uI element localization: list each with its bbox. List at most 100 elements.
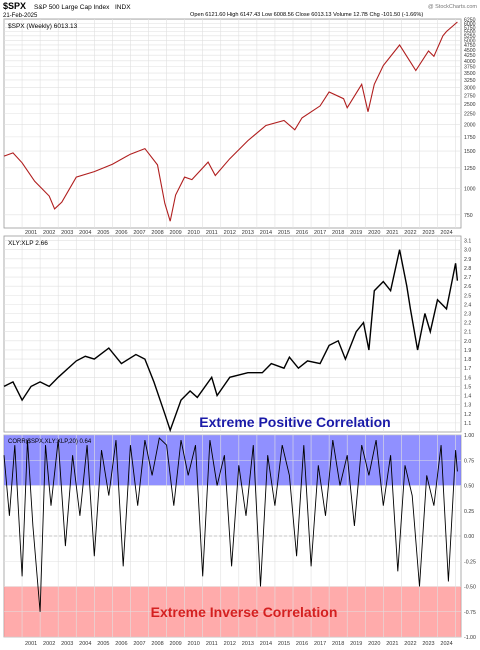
y-tick-label: 5750 [464,25,476,31]
y-tick-label: 4000 [464,59,476,65]
y-tick-label: 2500 [464,102,476,108]
x-tick-label: 2011 [206,230,218,236]
price-grid [4,19,461,228]
y-tick-label: 2.4 [464,302,471,308]
x-tick-label: 2007 [133,230,145,236]
y-tick-label: 1.9 [464,348,471,354]
y-tick-label: 2.7 [464,275,471,281]
y-tick-label: 1250 [464,166,476,172]
x-tick-label: 2022 [404,230,416,236]
correlation-line [3,437,458,612]
y-tick-label: 3.1 [464,239,471,245]
x-tick-label: 2015 [278,641,290,647]
x-tick-label: 2018 [332,230,344,236]
symbol-title: $SPX [3,1,26,11]
y-tick-label: 2.5 [464,293,471,299]
ratio-y-ticks: 1.1 1.2 1.3 1.4 1.5 1.6 1.7 1.8 1.9 2.0 2.1 2.2 2.3 2… [464,239,471,427]
y-tick-label: 5250 [464,34,476,40]
correlation-y-ticks: -1.00 -0.75 -0.50 -0.25 0.00 0.25 0.50 0.75 1.00 [464,433,476,641]
exchange-label: INDX [115,4,131,11]
y-tick-label: 1.2 [464,412,471,418]
x-tick-label: 2009 [169,641,181,647]
x-tick-label: 2020 [368,230,380,236]
x-tick-label: 2022 [404,641,416,647]
y-tick-label: 1.7 [464,366,471,372]
x-tick-label: 2002 [43,230,55,236]
xly-xlp-ratio-line [3,249,459,433]
y-tick-label: 3500 [464,71,476,77]
x-tick-label: 2002 [43,641,55,647]
y-tick-label: 4250 [464,53,476,59]
y-tick-label: 0.00 [464,534,474,540]
y-tick-label: 2.3 [464,311,471,317]
x-tick-label: 2023 [422,641,434,647]
y-tick-label: 0.75 [464,458,474,464]
correlation-panel: -1.00 -0.75 -0.50 -0.25 0.00 0.25 0.50 0.75 1.00… [3,433,476,641]
y-tick-label: -0.50 [464,585,476,591]
price-legend: $SPX (Weekly) 6013.13 [8,23,78,30]
y-tick-label: 6000 [464,21,476,27]
y-tick-label: 2250 [464,112,476,118]
x-tick-label: 2006 [115,641,127,647]
x-tick-label: 2011 [206,641,218,647]
x-tick-label: 2001 [25,641,37,647]
y-tick-label: 1.6 [464,375,471,381]
y-tick-label: 1.3 [464,403,471,409]
ohlc-readout: Open 6121.60 High 6147.43 Low 6008.56 Cl… [190,12,423,18]
x-tick-label: 2009 [169,230,181,236]
x-tick-label: 2013 [242,641,254,647]
x-tick-label: 2012 [224,230,236,236]
y-tick-label: 2.8 [464,266,471,272]
y-tick-label: 750 [464,213,473,219]
inverse-correlation-annotation: Extreme Inverse Correlation [151,604,338,620]
y-tick-label: 2.6 [464,284,471,290]
y-tick-label: 5000 [464,38,476,44]
x-tick-label: 2005 [97,641,109,647]
y-tick-label: 2.1 [464,330,471,336]
y-tick-label: 3750 [464,65,476,71]
y-tick-label: -0.75 [464,610,476,616]
x-tick-label: 2023 [422,230,434,236]
x-tick-label: 2012 [224,641,236,647]
x-tick-label: 2019 [350,230,362,236]
y-tick-label: 1000 [464,186,476,192]
x-tick-label: 2021 [386,230,398,236]
x-tick-label: 2003 [61,230,73,236]
x-tick-label: 2016 [296,230,308,236]
x-tick-label: 2005 [97,230,109,236]
y-tick-label: 3000 [464,85,476,91]
correlation-legend: CORR($SPX,XLY:XLP,20) 0.64 [8,439,92,445]
x-tick-label: 2016 [296,641,308,647]
x-tick-label: 2019 [350,641,362,647]
x-tick-label: 2013 [242,230,254,236]
y-tick-label: 0.50 [464,484,474,490]
y-tick-label: 3250 [464,78,476,84]
y-tick-label: 1750 [464,135,476,141]
x-tick-label: 2007 [133,641,145,647]
symbol-name: S&P 500 Large Cap Index [34,4,110,11]
price-panel: 7501000125015001750200022502500275030003… [3,18,476,229]
x-tick-label: 2020 [368,641,380,647]
x-tick-label: 2004 [79,641,91,647]
y-tick-label: 0.25 [464,509,474,515]
y-tick-label: 2.2 [464,321,471,327]
y-tick-label: 1.1 [464,421,471,427]
x-tick-label: 2021 [386,641,398,647]
x-tick-label: 2006 [115,230,127,236]
y-tick-label: 2.0 [464,339,471,345]
positive-correlation-annotation: Extreme Positive Correlation [199,414,390,430]
x-tick-label: 2003 [61,641,73,647]
y-tick-label: 1.8 [464,357,471,363]
y-tick-label: 1.4 [464,394,471,400]
y-tick-label: 6250 [464,18,476,24]
correlation-x-axis: 2001 2002 2003 2004 2005 2006 2007 2008 2009 2010… [25,641,453,647]
x-tick-label: 2014 [260,641,272,647]
price-panel-frame [3,18,462,229]
ratio-panel: 1.1 1.2 1.3 1.4 1.5 1.6 1.7 1.8 1.9 2.0 2.1 2.2 2.3 2… [3,235,471,433]
y-tick-label: 1.5 [464,384,471,390]
x-tick-label: 2008 [151,641,163,647]
x-tick-label: 2008 [151,230,163,236]
x-tick-label: 2017 [314,230,326,236]
chart-date: 21-Feb-2025 [3,13,38,19]
